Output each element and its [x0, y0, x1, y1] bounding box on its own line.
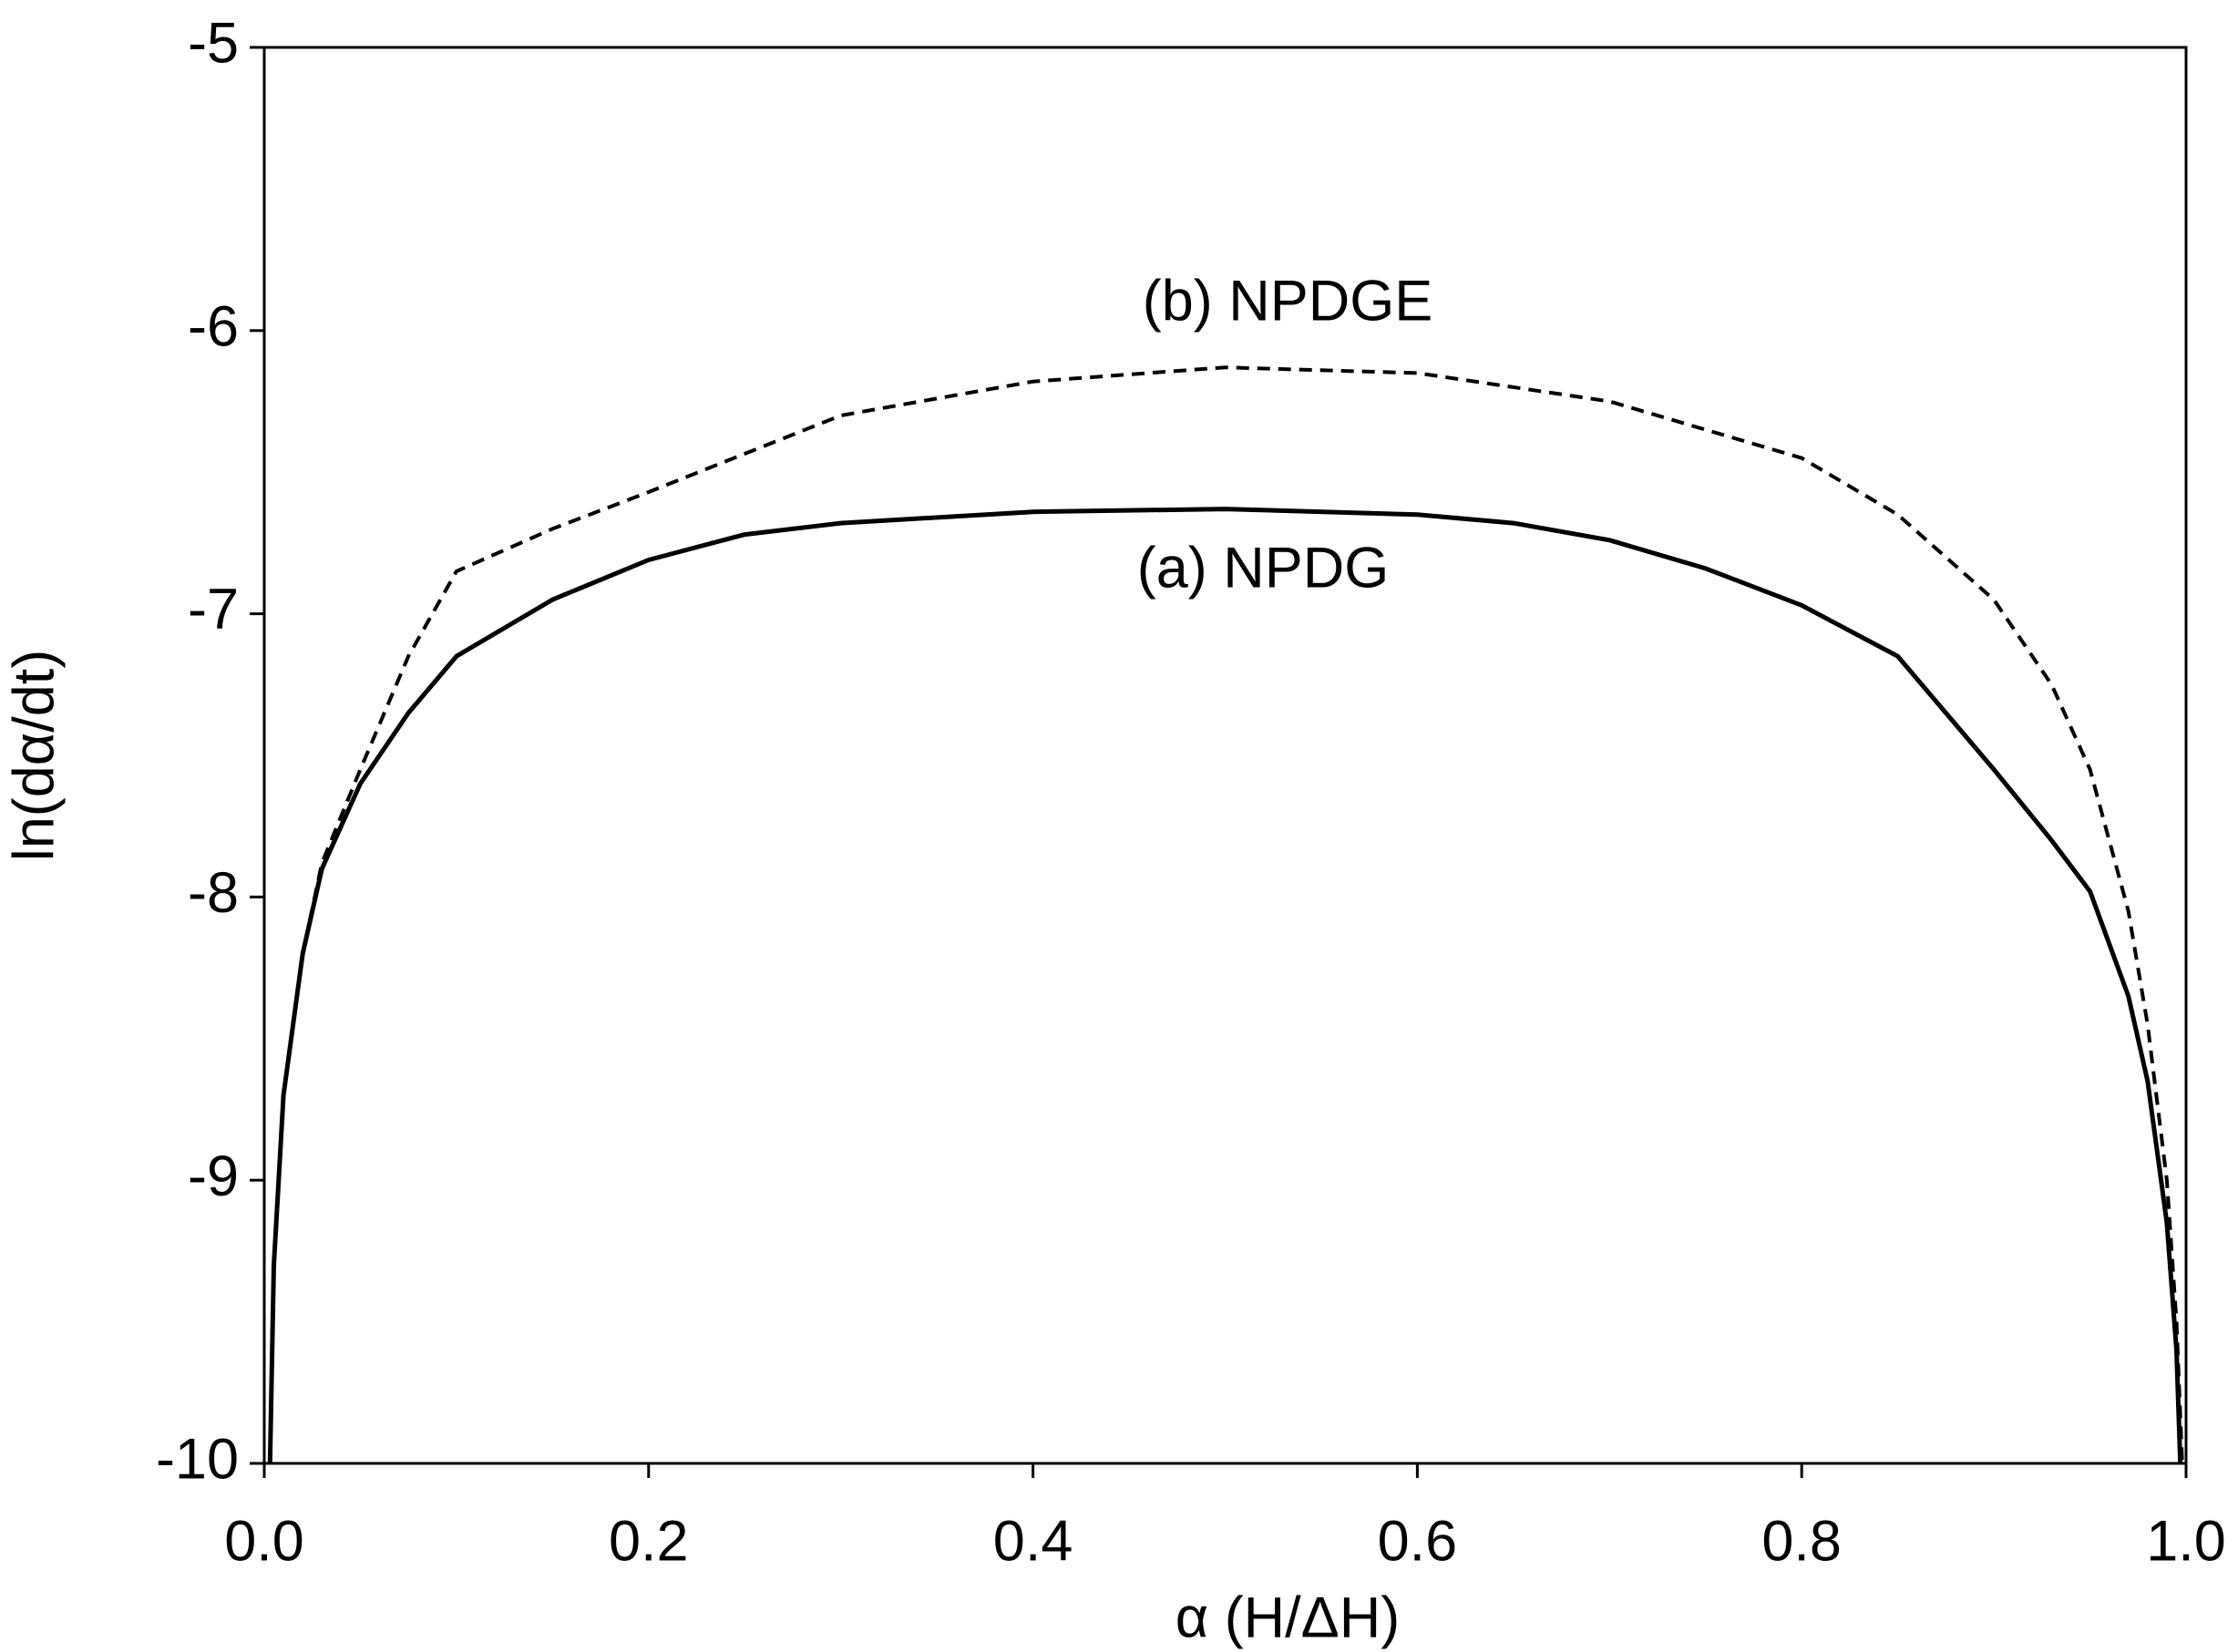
- y-axis-label: ln(dα/dt): [3, 650, 67, 862]
- y-tick-label: -10: [156, 1428, 239, 1492]
- plot-frame: [262, 46, 2188, 1465]
- y-tick-label: -7: [188, 578, 239, 641]
- x-tick-label: 0.2: [609, 1510, 689, 1574]
- annotation: (b) NPDGE: [1143, 270, 1433, 333]
- x-tick-label: 0.4: [993, 1510, 1073, 1574]
- x-tick-label: 1.0: [2146, 1510, 2226, 1574]
- annotation: (a) NPDG: [1137, 537, 1390, 600]
- x-tick-label: 0.6: [1378, 1510, 1458, 1574]
- x-tick-label: 0.8: [1761, 1510, 1842, 1574]
- y-tick-label: -9: [188, 1144, 239, 1208]
- y-tick-label: -5: [188, 12, 239, 76]
- y-tick-label: -8: [188, 861, 239, 925]
- series-line: [267, 507, 2183, 1464]
- x-tick-label: 0.0: [224, 1510, 304, 1574]
- x-axis-label: α (H/ΔH): [1175, 1586, 1400, 1650]
- y-tick-label: -6: [188, 294, 239, 358]
- series-line: [268, 365, 2184, 1464]
